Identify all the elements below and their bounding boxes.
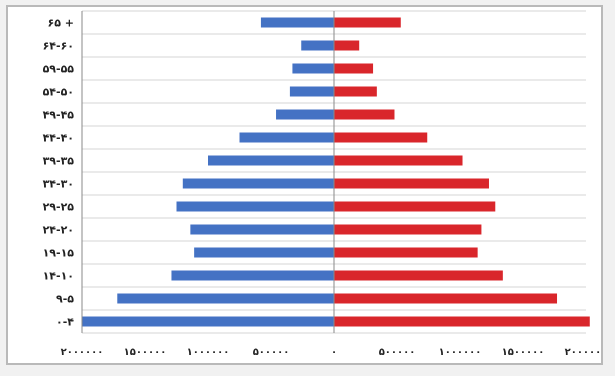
left-bar [182, 178, 334, 189]
right-bar [334, 247, 478, 258]
population-pyramid-chart: ۰-۴ ۹-۵ ۱۴-۱۰ ۱۹-۱۵ ۲۴-۲۰ ۲۹-۲۵ ۳۴-۳۰ ۳۹-۳۵ ۴۴-۴… [43, 10, 601, 358]
x-tick-label: ۱۰۰۰۰۰۰ [439, 347, 482, 358]
right-bar [334, 316, 590, 327]
y-tick-label: ۳۹-۳۵ [43, 155, 75, 168]
right-bar [334, 17, 401, 28]
right-bar [334, 132, 428, 143]
left-bar [289, 86, 334, 97]
bars [82, 17, 590, 327]
y-tick-label: ۶۴-۶۰ [43, 40, 74, 53]
right-bar [334, 109, 395, 120]
right-bar [334, 178, 489, 189]
y-tick-label: ۲۴-۲۰ [43, 224, 74, 237]
right-bar [334, 63, 374, 74]
y-tick-label: ۱۹-۱۵ [43, 247, 75, 260]
y-tick-label: ۳۴-۳۰ [43, 178, 74, 191]
left-bar [171, 270, 334, 281]
x-tick-label: ۱۰۰۰۰۰۰ [187, 347, 230, 358]
left-bar [190, 224, 334, 235]
y-tick-label: ۲۹-۲۵ [43, 201, 75, 214]
left-bar [292, 63, 334, 74]
y-tick-label: ۴۹-۴۵ [43, 109, 75, 122]
y-tick-label: ۰-۴ [56, 316, 74, 329]
x-tick-label: ۲۰۰۰۰۰۰ [565, 347, 601, 358]
left-bar [208, 155, 334, 166]
right-bar [334, 270, 503, 281]
axes [81, 11, 335, 333]
chart-frame: ۰-۴ ۹-۵ ۱۴-۱۰ ۱۹-۱۵ ۲۴-۲۰ ۲۹-۲۵ ۳۴-۳۰ ۳۹-۳۵ ۴۴-۴… [6, 5, 603, 365]
y-tick-labels: ۰-۴ ۹-۵ ۱۴-۱۰ ۱۹-۱۵ ۲۴-۲۰ ۲۹-۲۵ ۳۴-۳۰ ۳۹-۳۵ ۴۴-۴… [43, 17, 75, 329]
x-tick-label: ۱۵۰۰۰۰۰ [124, 347, 167, 358]
x-tick-label: ۵۰۰۰۰۰ [379, 347, 416, 358]
left-bar [117, 293, 334, 304]
right-bar [334, 293, 558, 304]
y-tick-label: ۵۹-۵۵ [43, 63, 75, 76]
right-bar [334, 224, 482, 235]
x-tick-label: ۰ [331, 347, 337, 358]
left-bar [239, 132, 334, 143]
left-bar [260, 17, 334, 28]
left-bar [82, 316, 334, 327]
right-bar [334, 155, 463, 166]
left-bar [276, 109, 334, 120]
y-tick-label: ۶۵ + [48, 17, 74, 30]
right-bar [334, 201, 496, 212]
x-tick-label: ۲۰۰۰۰۰۰ [61, 347, 104, 358]
right-bar [334, 40, 360, 51]
left-bar [194, 247, 334, 258]
x-tick-label: ۱۵۰۰۰۰۰ [502, 347, 545, 358]
x-tick-labels: ۲۰۰۰۰۰۰ ۱۵۰۰۰۰۰ ۱۰۰۰۰۰۰ ۵۰۰۰۰۰ ۰ ۵۰۰۰۰۰ ۱۰۰۰۰۰… [61, 347, 601, 358]
y-tick-label: ۵۴-۵۰ [43, 86, 74, 99]
y-tick-label: ۴۴-۴۰ [43, 132, 74, 145]
y-tick-label: ۹-۵ [56, 293, 74, 306]
x-tick-label: ۵۰۰۰۰۰ [253, 347, 290, 358]
y-tick-label: ۱۴-۱۰ [43, 270, 74, 283]
right-bar [334, 86, 377, 97]
left-bar [301, 40, 334, 51]
left-bar [176, 201, 334, 212]
